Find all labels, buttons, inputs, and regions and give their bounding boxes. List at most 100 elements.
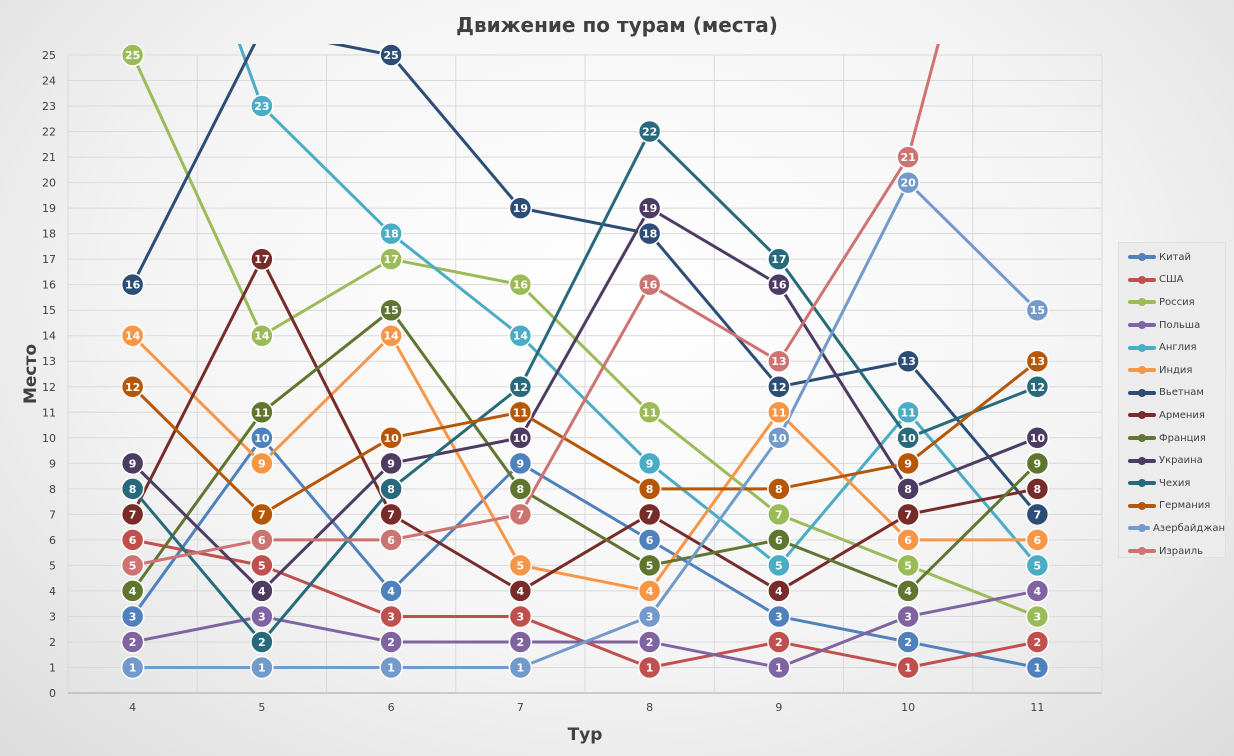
- data-label: 4: [517, 585, 525, 598]
- data-label: 7: [1034, 508, 1042, 521]
- data-point: [120, 553, 145, 578]
- series-Чехия: [131, 130, 1038, 644]
- data-label: 4: [258, 585, 266, 598]
- data-label: 9: [258, 457, 266, 470]
- data-point: [250, 604, 274, 629]
- data-point: [767, 426, 791, 450]
- data-label: 16: [771, 279, 787, 292]
- data-point: [637, 604, 662, 629]
- series-line: [131, 308, 1039, 593]
- legend-label: Украина: [1159, 455, 1203, 467]
- y-tick-label: 6: [49, 534, 56, 547]
- data-label: 11: [254, 406, 269, 419]
- data-label: 1: [387, 661, 395, 674]
- data-point: [379, 221, 403, 246]
- data-label: 10: [513, 432, 529, 445]
- data-label: 21: [900, 151, 915, 164]
- series-line: [131, 257, 1038, 593]
- data-label: 7: [129, 508, 137, 521]
- legend-label: Франция: [1159, 432, 1206, 444]
- y-tick-label: 7: [49, 508, 56, 521]
- data-label: 14: [383, 330, 399, 343]
- x-tick-label: 11: [1030, 701, 1044, 714]
- y-tick-label: 2: [49, 636, 56, 649]
- data-label: 23: [254, 100, 269, 113]
- data-label: 12: [125, 381, 140, 394]
- data-label: 16: [642, 279, 658, 292]
- data-point: [1025, 502, 1050, 527]
- data-point: [767, 655, 791, 680]
- data-point: [250, 502, 274, 527]
- legend-swatch: [1128, 275, 1156, 284]
- data-label: 1: [775, 661, 783, 674]
- data-point: [767, 528, 791, 552]
- legend-label: Чехия: [1159, 477, 1191, 489]
- data-point: [1025, 528, 1050, 552]
- y-tick-label: 10: [42, 432, 56, 445]
- legend-item: Украина: [1119, 449, 1225, 472]
- x-tick-label: 10: [901, 701, 915, 714]
- series-Азербайджан: [132, 181, 1039, 669]
- data-label: 5: [258, 559, 266, 572]
- y-tick-label: 23: [42, 100, 56, 113]
- data-point: [637, 451, 662, 476]
- data-point: [379, 655, 403, 680]
- data-label: 3: [517, 610, 525, 623]
- data-point: [637, 477, 662, 501]
- markers-Германия: 12 7 10 11 8 8 9 13: [120, 349, 1050, 527]
- data-point: [379, 451, 403, 476]
- data-label: 5: [517, 559, 525, 572]
- data-point: [379, 477, 403, 501]
- legend-swatch: [1128, 479, 1156, 488]
- data-label: 6: [904, 534, 912, 547]
- y-tick-label: 1: [49, 661, 56, 674]
- data-point: [120, 604, 145, 629]
- data-label: 8: [646, 483, 654, 496]
- legend-item: Вьетнам: [1119, 382, 1225, 405]
- data-point: [508, 196, 533, 220]
- legend-item: Франция: [1119, 427, 1225, 450]
- data-point: [120, 375, 145, 399]
- data-label: 6: [258, 534, 266, 547]
- data-label: 7: [775, 508, 783, 521]
- y-tick-label: 17: [42, 253, 56, 266]
- data-label: 3: [1034, 610, 1042, 623]
- series-line: [131, 44, 1039, 516]
- markers-Китай: 3 10 4 9 6 3 2 1: [120, 426, 1050, 680]
- data-label: 4: [1034, 585, 1042, 598]
- data-label: 3: [646, 610, 654, 623]
- data-label: 7: [904, 508, 912, 521]
- data-label: 22: [642, 126, 657, 139]
- data-point: [767, 579, 791, 603]
- legend-label: Азербайджан: [1152, 522, 1225, 534]
- data-label: 19: [513, 202, 528, 215]
- data-point: [896, 426, 920, 450]
- y-tick-label: 15: [42, 304, 56, 317]
- legend-item: Россия: [1119, 291, 1225, 314]
- data-point: [637, 196, 662, 220]
- data-point: [896, 170, 920, 195]
- data-point: [250, 451, 274, 476]
- data-point: [379, 298, 403, 322]
- y-tick-label: 22: [42, 126, 56, 139]
- data-point: [1025, 604, 1050, 629]
- data-point: [508, 323, 533, 348]
- data-point: [508, 426, 533, 450]
- legend-label: Польша: [1159, 319, 1201, 331]
- data-point: [1025, 579, 1050, 603]
- markers-Армения: 7 17 7 4 7 4 7 8: [120, 247, 1050, 603]
- data-label: 10: [254, 432, 270, 445]
- data-label: 9: [904, 457, 912, 470]
- legend-swatch: [1128, 456, 1156, 465]
- y-tick-label: 16: [42, 279, 56, 292]
- data-point: [1025, 451, 1050, 476]
- y-tick-label: 5: [49, 559, 56, 572]
- data-point: [508, 502, 533, 527]
- data-label: 19: [642, 202, 657, 215]
- data-label: 11: [642, 406, 657, 419]
- series-line: [132, 44, 940, 567]
- data-point: [250, 400, 274, 425]
- y-axis-title: Место: [21, 344, 41, 404]
- data-label: 2: [646, 636, 654, 649]
